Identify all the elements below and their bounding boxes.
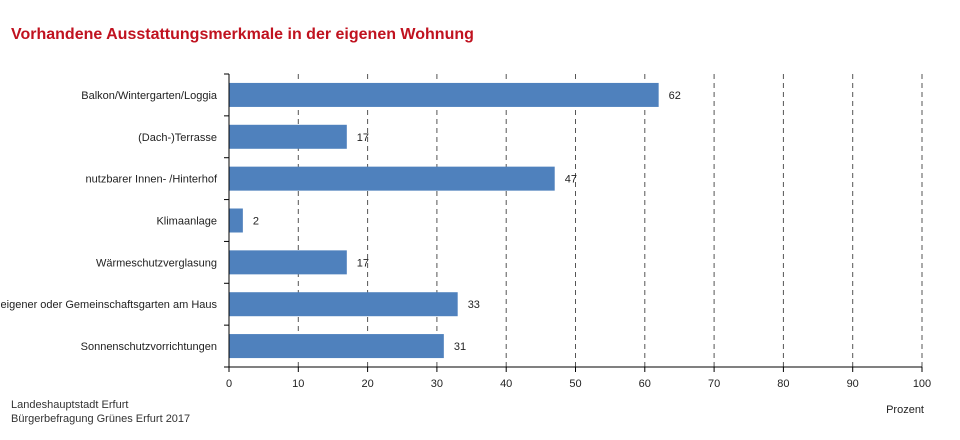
data-label: 2 <box>253 216 259 228</box>
bar <box>229 124 347 149</box>
grid-lines <box>297 74 923 367</box>
data-label: 31 <box>454 341 466 353</box>
category-label: Klimaanlage <box>156 216 217 228</box>
x-tick-label: 20 <box>361 378 373 390</box>
x-tick-label: 30 <box>431 378 443 390</box>
source-survey: Bürgerbefragung Grünes Erfurt 2017 <box>11 413 191 425</box>
bar <box>229 208 243 233</box>
x-tick-label: 40 <box>500 378 512 390</box>
bar <box>229 292 458 317</box>
category-label: Sonnenschutzvorrichtungen <box>81 341 217 353</box>
category-label: (Dach-)Terrasse <box>138 132 217 144</box>
chart-title: Vorhandene Ausstattungsmerkmale in der e… <box>11 26 474 43</box>
x-tick-label: 50 <box>569 378 581 390</box>
source-organization: Landeshauptstadt Erfurt <box>11 399 129 411</box>
category-label: Balkon/Wintergarten/Loggia <box>81 90 218 102</box>
bar <box>229 250 347 275</box>
x-tick-label: 10 <box>292 378 304 390</box>
category-label: nutzbarer Innen- /Hinterhof <box>86 174 218 186</box>
x-axis-title: Prozent <box>886 404 924 416</box>
axes <box>224 73 923 372</box>
bars <box>229 82 659 359</box>
data-label: 33 <box>468 299 480 311</box>
x-tick-label: 100 <box>913 378 931 390</box>
labels: 0 10 20 30 40 50 60 70 80 90 100 Balkon/Wintergarte… <box>1 90 932 390</box>
bar <box>229 334 444 359</box>
data-label: 62 <box>669 90 681 102</box>
bar <box>229 82 659 107</box>
category-label: eigener oder Gemeinschaftsgarten am Haus <box>1 299 218 311</box>
x-tick-label: 70 <box>708 378 720 390</box>
data-label: 17 <box>357 257 369 269</box>
x-tick-label: 90 <box>847 378 859 390</box>
category-label: Wärmeschutzverglasung <box>96 257 217 269</box>
x-tick-label: 60 <box>639 378 651 390</box>
data-label: 17 <box>357 132 369 144</box>
x-tick-label: 0 <box>226 378 232 390</box>
x-tick-label: 80 <box>777 378 789 390</box>
bar <box>229 166 555 191</box>
data-label: 47 <box>565 174 577 186</box>
